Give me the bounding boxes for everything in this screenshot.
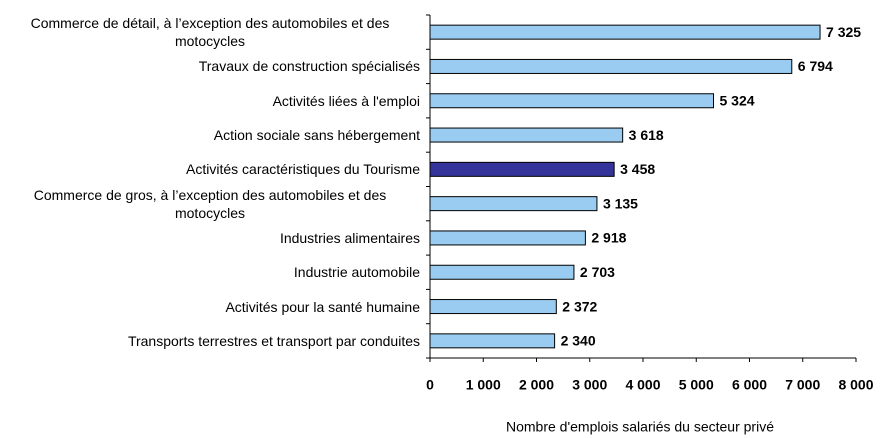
bar xyxy=(429,161,615,177)
category-label: Activités caractéristiques du Tourisme xyxy=(186,161,420,178)
bar xyxy=(429,24,821,40)
x-tick-label: 6 000 xyxy=(732,377,767,393)
x-tick-label: 1 000 xyxy=(466,377,501,393)
value-label: 6 794 xyxy=(798,58,833,74)
category-label: Industrie automobile xyxy=(293,264,420,281)
category-label: Action sociale sans hébergement xyxy=(213,127,420,144)
bar xyxy=(429,127,624,143)
value-label: 2 703 xyxy=(580,264,615,280)
x-tick-label: 2 000 xyxy=(519,377,554,393)
category-label: Commerce de gros, à l’exception des auto… xyxy=(33,186,387,221)
x-tick-label: 8 000 xyxy=(838,377,873,393)
bar xyxy=(429,58,793,74)
bar xyxy=(429,196,598,212)
value-label: 3 458 xyxy=(620,161,655,177)
x-tick-label: 4 000 xyxy=(625,377,660,393)
value-label: 2 340 xyxy=(561,333,596,349)
category-label: Activités liées à l'emploi xyxy=(272,92,420,109)
x-tick-label: 5 000 xyxy=(679,377,714,393)
category-label: Transports terrestres et transport par c… xyxy=(127,332,420,349)
value-label: 3 135 xyxy=(603,195,638,211)
x-tick-label: 0 xyxy=(426,377,434,393)
value-label: 3 618 xyxy=(629,127,664,143)
bar xyxy=(429,299,557,315)
bar xyxy=(429,93,715,109)
value-label: 2 918 xyxy=(591,230,626,246)
category-label: Travaux de construction spécialisés xyxy=(198,58,420,75)
value-label: 7 325 xyxy=(826,24,861,40)
x-axis-title: Nombre d'emplois salariés du secteur pri… xyxy=(506,419,774,435)
category-label: Commerce de détail, à l’exception des au… xyxy=(30,15,390,50)
bar xyxy=(429,264,575,280)
bar xyxy=(429,230,586,246)
value-label: 2 372 xyxy=(562,298,597,314)
category-label: Industries alimentaires xyxy=(279,229,420,246)
value-label: 5 324 xyxy=(720,92,755,108)
x-tick-label: 7 000 xyxy=(785,377,820,393)
bar xyxy=(429,333,556,349)
x-tick-label: 3 000 xyxy=(572,377,607,393)
category-label: Activités pour la santé humaine xyxy=(225,298,420,315)
